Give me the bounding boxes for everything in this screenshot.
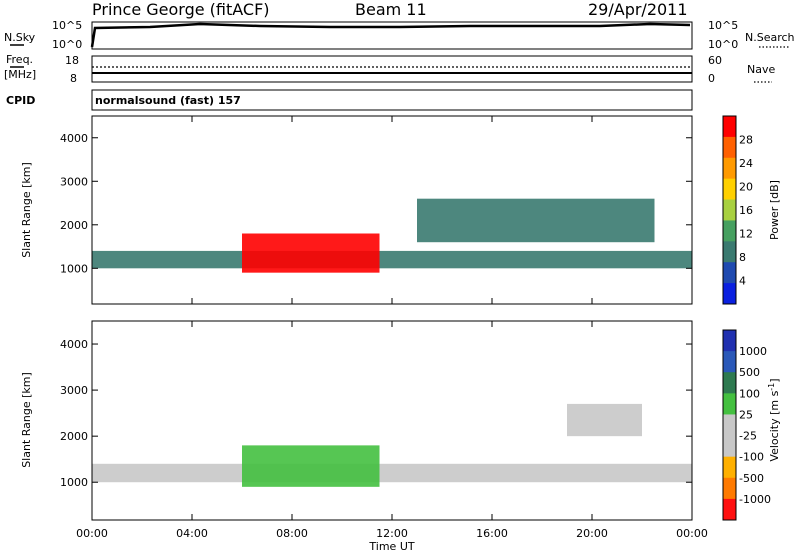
freq-tick-top: 18 [65,54,79,67]
nave-tick-top: 60 [708,54,722,67]
nsky-tick-top: 10^5 [52,19,82,32]
velocity-colorbar-segment [723,498,736,521]
velocity-colorbar-tick: 25 [739,408,753,421]
x-tick-label: 00:00 [676,527,708,540]
beam-title: Beam 11 [355,0,427,19]
power-ytick-label: 1000 [60,262,88,275]
power-colorbar-segment [723,241,736,263]
power-colorbar-segment [723,178,736,201]
power-colorbar-segment [723,262,736,284]
velocity-feature-3 [567,403,642,437]
nsky-tick-bottom: 10^0 [52,38,82,51]
power-colorbar-segment [723,116,736,138]
velocity-panel: Slant Range [km] 4000 3000 2000 1000 1000 50… [20,320,781,521]
x-tick-label: 12:00 [376,527,408,540]
freq-tick-bottom: 8 [70,72,77,85]
velocity-ytick-label: 2000 [60,430,88,443]
power-colorbar-tick: 20 [739,181,753,194]
x-tick-label: 16:00 [476,527,508,540]
velocity-colorbar-tick: 500 [739,366,760,379]
power-feature-2 [242,233,380,273]
velocity-colorbar-segment [723,456,736,479]
power-colorbar-tick: 24 [739,157,753,170]
x-tick-label: 04:00 [176,527,208,540]
power-colorbar-segment [723,283,736,305]
velocity-echo-region [92,403,692,487]
nsearch-label: N.Search [745,31,795,44]
velocity-colorbar-frame [722,329,737,521]
cpid-strip: CPID normalsound (fast) 157 [6,89,693,111]
x-tick-label: 08:00 [276,527,308,540]
power-ytick-label: 3000 [60,175,88,188]
velocity-ytick-label: 3000 [60,384,88,397]
velocity-colorbar-tick: -500 [739,472,764,485]
velocity-ytick-label: 4000 [60,338,88,351]
velocity-colorbar-segment [723,351,736,373]
power-colorbar-segment [723,157,736,180]
power-colorbar-segment [723,199,736,221]
velocity-colorbar-tick: 100 [739,387,760,400]
power-feature-3 [417,198,655,243]
velocity-ytick-label: 1000 [60,476,88,489]
station-title: Prince George (fitACF) [92,0,270,19]
velocity-colorbar-label: Velocity [m s-1] [767,378,781,461]
power-echo-region [92,198,692,273]
velocity-colorbar-segment [723,372,736,394]
nsky-trace [90,22,691,48]
power-colorbar-tick: 28 [739,134,753,147]
power-colorbar-tick: 12 [739,228,753,241]
power-colorbar-tick: 16 [739,204,753,217]
power-ytick-label: 4000 [60,132,88,145]
velocity-colorbar-tick: -100 [739,451,764,464]
velocity-colorbar-segment [723,330,736,352]
time-axis: 00:00 04:00 08:00 12:00 16:00 20:00 00:00 [76,116,708,540]
power-ylabel: Slant Range [km] [20,162,33,258]
freq-label: Freq. [6,53,33,66]
x-tick-label: 00:00 [76,527,108,540]
power-panel: Slant Range [km] 4000 3000 2000 1000 28 24 20… [20,115,781,305]
velocity-feature-1 [92,463,692,483]
power-feature-1 [92,250,692,269]
nave-label: Nave [747,63,775,76]
nave-tick-bottom: 0 [708,72,715,85]
velocity-colorbar-tick: 1000 [739,345,767,358]
nsearch-tick-top: 10^5 [708,19,738,32]
velocity-colorbar-segment [723,414,736,437]
cpid-text: normalsound (fast) 157 [95,94,241,107]
x-axis-label: Time UT [368,540,414,553]
nsky-strip: N.Sky 10^5 10^0 10^5 10^0 N.Search [4,19,795,51]
velocity-feature-2 [242,445,380,487]
power-colorbar-segment [723,220,736,242]
power-colorbar-label: Power [dB] [768,180,781,240]
power-colorbar-tick: 4 [739,275,746,288]
date-title: 29/Apr/2011 [588,0,688,19]
power-ytick-label: 2000 [60,219,88,232]
velocity-colorbar-segment [723,435,736,458]
velocity-colorbar-tick: -1000 [739,493,771,506]
x-tick-label: 20:00 [576,527,608,540]
nsky-label: N.Sky [4,31,36,44]
velocity-colorbar-tick: -25 [739,430,757,443]
freq-strip: Freq. [MHz] 18 8 60 0 Nave [4,53,775,85]
velocity-ylabel: Slant Range [km] [20,372,33,468]
nsearch-tick-bottom: 10^0 [708,38,738,51]
power-colorbar-frame [722,115,737,305]
power-colorbar-segment [723,136,736,159]
cpid-label: CPID [6,94,35,107]
freq-unit: [MHz] [4,68,36,81]
velocity-colorbar-segment [723,393,736,415]
power-colorbar-tick: 8 [739,251,746,264]
velocity-colorbar-segment [723,477,736,500]
